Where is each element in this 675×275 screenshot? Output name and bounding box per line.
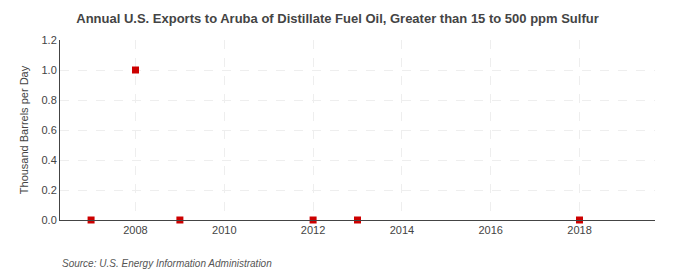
svg-text:0.4: 0.4	[42, 154, 57, 166]
svg-text:0.2: 0.2	[42, 184, 57, 196]
svg-text:0.8: 0.8	[42, 94, 57, 106]
svg-text:Source: U.S. Energy Informatio: Source: U.S. Energy Information Administ…	[62, 258, 272, 269]
svg-text:2008: 2008	[123, 224, 147, 236]
svg-text:Thousand Barrels per Day: Thousand Barrels per Day	[18, 65, 30, 194]
svg-text:2010: 2010	[212, 224, 236, 236]
svg-text:0.6: 0.6	[42, 124, 57, 136]
svg-text:1.0: 1.0	[42, 64, 57, 76]
svg-text:2014: 2014	[390, 224, 414, 236]
svg-text:Annual U.S. Exports to Aruba o: Annual U.S. Exports to Aruba of Distilla…	[76, 11, 599, 26]
svg-text:2018: 2018	[567, 224, 591, 236]
svg-text:1.2: 1.2	[42, 34, 57, 46]
svg-text:2016: 2016	[478, 224, 502, 236]
svg-text:0.0: 0.0	[42, 214, 57, 226]
svg-text:2012: 2012	[301, 224, 325, 236]
